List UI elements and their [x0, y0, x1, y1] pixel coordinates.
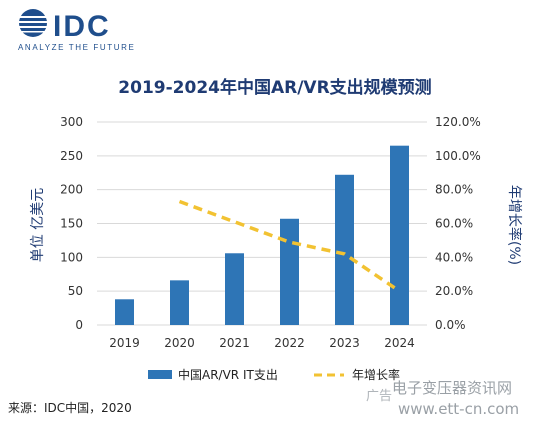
category-label: 2022: [274, 336, 305, 350]
right-tick-label: 60.0%: [435, 217, 473, 231]
legend-bar-swatch: [148, 370, 172, 379]
bar-2023: [335, 174, 354, 325]
bar-series: [115, 145, 409, 325]
category-label: 2020: [164, 336, 195, 350]
left-tick-label: 300: [60, 115, 83, 129]
brand-name: IDC: [53, 10, 111, 43]
legend-line-label: 年增长率: [352, 367, 400, 382]
right-tick-label: 120.0%: [435, 115, 481, 129]
bar-2021: [225, 253, 244, 325]
bar-2019: [115, 299, 134, 325]
category-label: 2019: [109, 336, 140, 350]
category-axis-ticks: 2019 2020 2021 2022 2023 2024: [109, 336, 415, 350]
watermark: 电子变压器资讯网 广告 www.ett-cn.com: [366, 379, 519, 418]
left-tick-label: 100: [60, 250, 83, 264]
category-label: 2023: [329, 336, 360, 350]
idc-logo: IDC ANALYZE THE FUTURE: [18, 9, 135, 52]
growth-line-series: [178, 199, 401, 293]
watermark-text: 电子变压器资讯网: [392, 379, 512, 397]
legend: 中国AR/VR IT支出 年增长率: [148, 367, 400, 382]
left-tick-label: 0: [75, 318, 83, 332]
growth-line: [178, 199, 401, 293]
category-label: 2024: [384, 336, 415, 350]
left-tick-label: 50: [68, 284, 83, 298]
right-tick-label: 40.0%: [435, 250, 473, 264]
right-axis-ticks: 0.0% 20.0% 40.0% 60.0% 80.0% 100.0% 120.0%: [435, 115, 481, 332]
right-tick-label: 20.0%: [435, 284, 473, 298]
left-axis-ticks: 0 50 100 150 200 250 300: [60, 115, 83, 332]
left-tick-label: 200: [60, 183, 83, 197]
watermark-small: 广告: [366, 389, 392, 404]
watermark-url: www.ett-cn.com: [398, 400, 519, 418]
chart-title: 2019-2024年中国AR/VR支出规模预测: [118, 77, 431, 98]
bar-2024: [390, 145, 409, 325]
gridlines: [97, 121, 427, 326]
globe-icon: [19, 9, 47, 37]
left-tick-label: 150: [60, 217, 83, 231]
bar-2022: [280, 218, 299, 325]
right-tick-label: 80.0%: [435, 183, 473, 197]
right-tick-label: 100.0%: [435, 149, 481, 163]
bar-2020: [170, 280, 189, 325]
category-label: 2021: [219, 336, 250, 350]
right-axis-title: 年增长率(%): [506, 185, 523, 265]
left-axis-title: 单位 亿美元: [30, 188, 46, 262]
left-tick-label: 250: [60, 149, 83, 163]
source-note: 来源：IDC中国，2020: [8, 400, 132, 415]
legend-bar-label: 中国AR/VR IT支出: [178, 367, 278, 382]
brand-tagline: ANALYZE THE FUTURE: [18, 43, 135, 52]
right-tick-label: 0.0%: [435, 318, 466, 332]
